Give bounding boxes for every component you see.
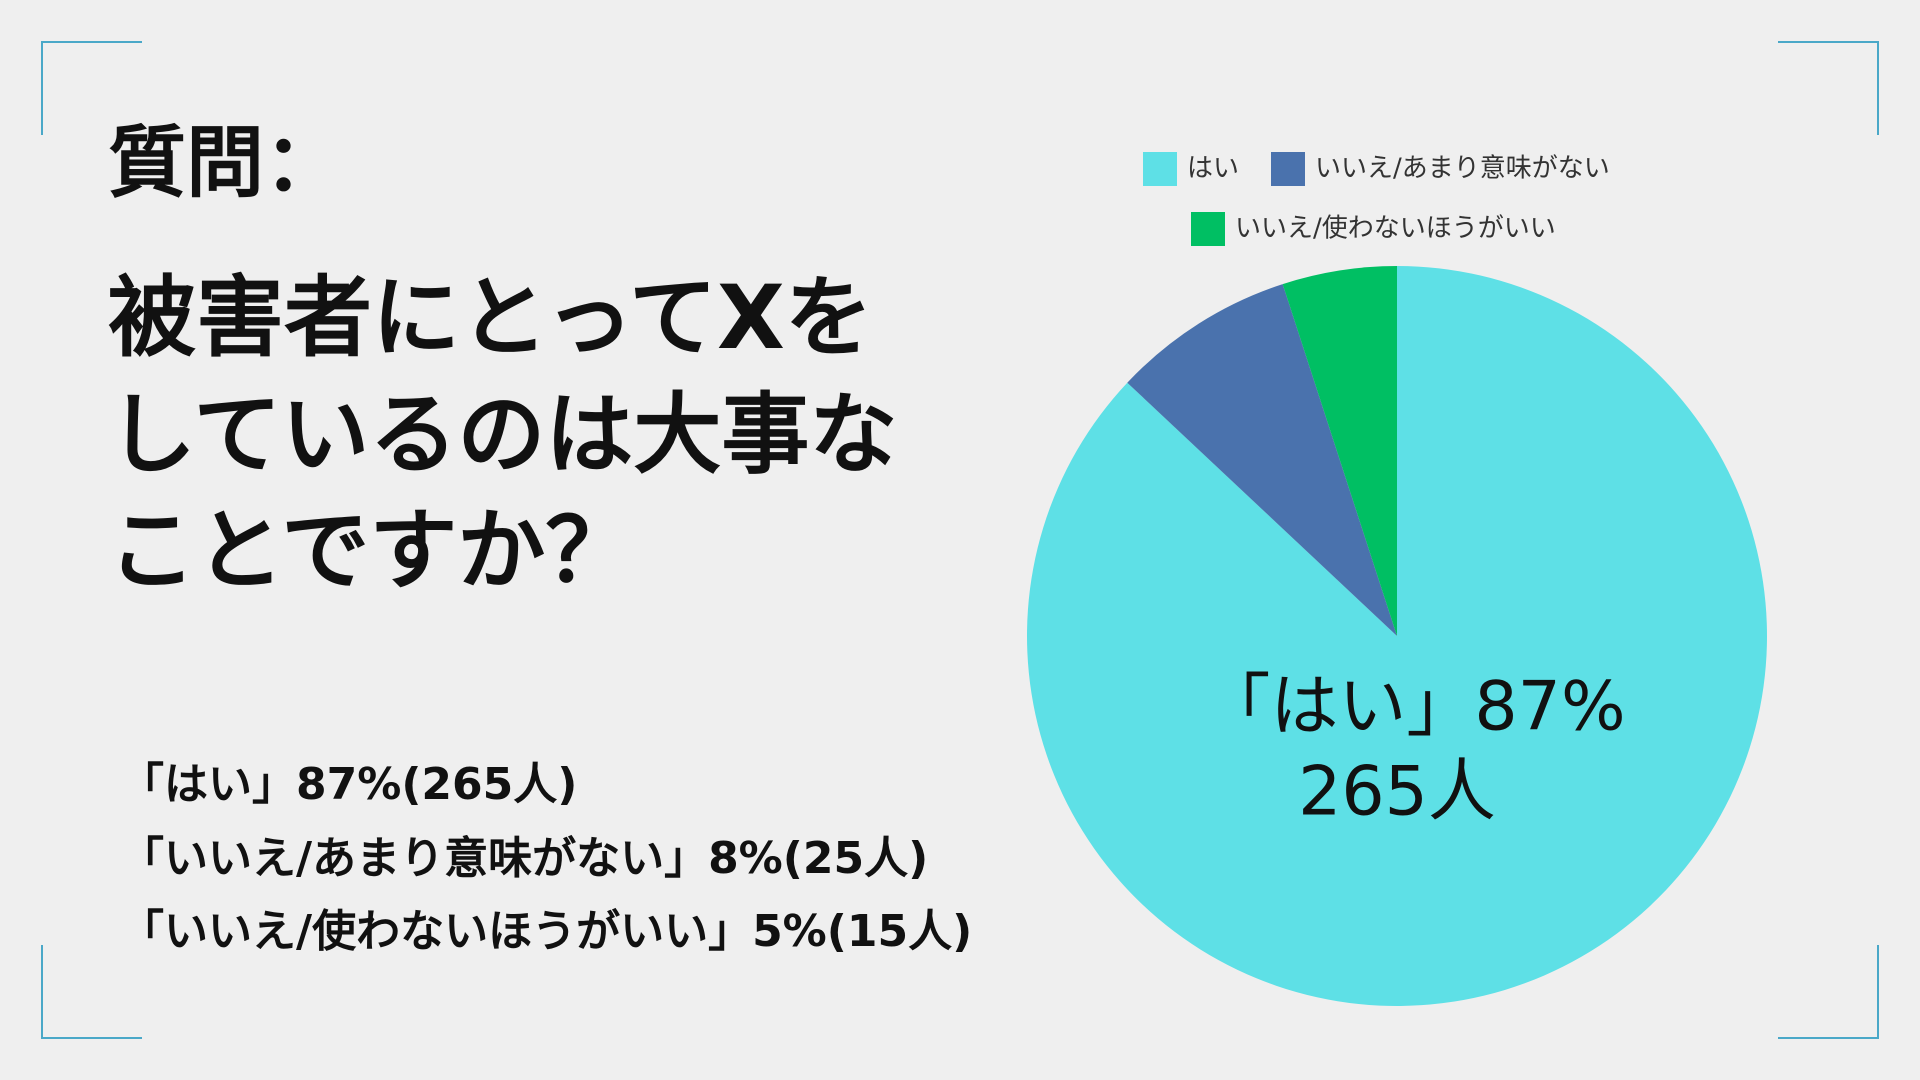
legend-swatch (1143, 152, 1177, 186)
title: 質問： (108, 118, 342, 208)
legend-label: いいえ/使わないほうがいい (1235, 214, 1556, 244)
question-line: 被害者にとってXを (108, 266, 873, 369)
legend-swatch (1191, 212, 1225, 246)
slice-count-label: 265人 (1298, 753, 1496, 832)
question-line: しているのは大事な (108, 383, 897, 486)
legend-label: はい (1187, 154, 1239, 184)
corner-brackets (41, 41, 1879, 1039)
pie-slice (1282, 266, 1397, 636)
pie-slice (1127, 284, 1397, 636)
summary-line: 「いいえ/あまり意味がない」8%(25人) (120, 833, 928, 884)
legend-swatch (1271, 152, 1305, 186)
legend-label: いいえ/あまり意味がない (1315, 154, 1610, 184)
slice-label: 「はい」87% (1202, 668, 1625, 747)
question-line: ことですか？ (108, 499, 633, 602)
summary-line: 「いいえ/使わないほうがいい」5%(15人) (120, 906, 972, 957)
summary-line: 「はい」87%(265人) (120, 759, 577, 810)
